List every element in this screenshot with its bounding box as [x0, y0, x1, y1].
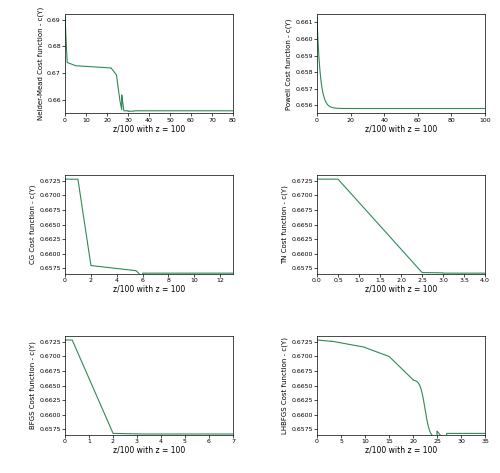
Y-axis label: CG Cost function - c(Y): CG Cost function - c(Y) — [30, 185, 36, 264]
X-axis label: z/100 with z = 100: z/100 with z = 100 — [365, 124, 437, 133]
Y-axis label: LHBFGS Cost function - c(Y): LHBFGS Cost function - c(Y) — [282, 337, 288, 434]
Y-axis label: Nelder-Mead Cost function - c(Y): Nelder-Mead Cost function - c(Y) — [38, 7, 44, 121]
X-axis label: z/100 with z = 100: z/100 with z = 100 — [113, 446, 185, 455]
Y-axis label: BFGS Cost function - c(Y): BFGS Cost function - c(Y) — [30, 342, 36, 429]
Y-axis label: Powell Cost function - c(Y): Powell Cost function - c(Y) — [286, 18, 292, 110]
Y-axis label: TN Cost function - c(Y): TN Cost function - c(Y) — [282, 185, 288, 264]
X-axis label: z/100 with z = 100: z/100 with z = 100 — [113, 285, 185, 294]
X-axis label: z/100 with z = 100: z/100 with z = 100 — [365, 446, 437, 455]
X-axis label: z/100 with z = 100: z/100 with z = 100 — [113, 124, 185, 133]
X-axis label: z/100 with z = 100: z/100 with z = 100 — [365, 285, 437, 294]
